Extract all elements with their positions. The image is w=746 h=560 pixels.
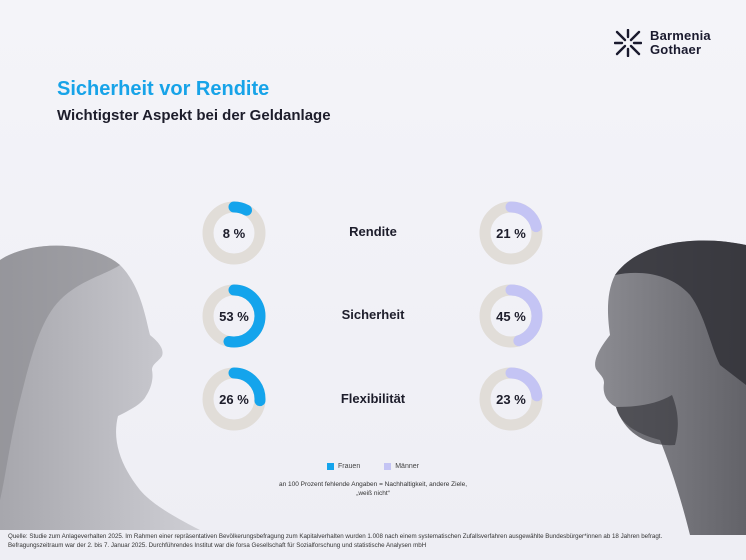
donut-arc-men-sicherheit: [479, 284, 543, 348]
category-label-flexibilitaet: Flexibilität: [340, 391, 406, 406]
donut-label-women-rendite: 8 %: [223, 226, 246, 241]
man-portrait: [595, 240, 746, 535]
donut-arc-men-flexibilitaet: [479, 367, 543, 431]
legend-label-men: Männer: [395, 463, 419, 470]
donut-label-men-rendite: 21 %: [496, 226, 526, 241]
footnote: an 100 Prozent fehlende Angaben = Nachha…: [278, 481, 468, 497]
page-title: Sicherheit vor Rendite: [57, 78, 270, 100]
source-text: Quelle: Studie zum Anlageverhalten 2025.…: [8, 533, 738, 550]
source-line-1: Quelle: Studie zum Anlageverhalten 2025.…: [8, 533, 663, 540]
donut-track-women-sicherheit: [202, 284, 266, 348]
legend-item-men: Männer: [384, 463, 419, 470]
logo-line-1: Barmenia: [650, 28, 711, 43]
donut-label-women-flexibilitaet: 26 %: [219, 392, 249, 407]
donut-track-women-rendite: [202, 201, 266, 265]
source-line-2: Befragungszeitraum war der 2. bis 7. Jan…: [8, 541, 427, 549]
donut-arc-women-rendite: [202, 201, 266, 265]
donut-track-men-sicherheit: [479, 284, 543, 348]
donut-label-men-sicherheit: 45 %: [496, 309, 526, 324]
donut-track-men-flexibilitaet: [479, 367, 543, 431]
donut-arc-women-flexibilitaet: [202, 367, 266, 431]
page-subtitle: Wichtigster Aspekt bei der Geldanlage: [57, 107, 331, 124]
donut-track-men-rendite: [479, 201, 543, 265]
donut-label-men-flexibilitaet: 23 %: [496, 392, 526, 407]
legend-swatch-women: [327, 463, 335, 470]
woman-portrait: [0, 245, 200, 530]
logo-line-2: Gothaer: [650, 42, 702, 57]
legend-item-women: Frauen: [327, 463, 360, 470]
brand-logo: Barmenia Gothaer: [614, 29, 711, 57]
legend-label-women: Frauen: [338, 463, 361, 470]
donut-arc-men-rendite: [479, 201, 543, 265]
donut-arc-women-sicherheit: [202, 284, 266, 348]
donut-track-women-flexibilitaet: [202, 367, 266, 431]
brand-mark-icon: [614, 29, 642, 57]
legend-swatch-men: [384, 463, 392, 470]
category-label-sicherheit: Sicherheit: [341, 307, 405, 322]
category-label-rendite: Rendite: [349, 224, 397, 239]
legend: Frauen Männer: [0, 463, 746, 470]
donut-label-women-sicherheit: 53 %: [219, 309, 249, 324]
